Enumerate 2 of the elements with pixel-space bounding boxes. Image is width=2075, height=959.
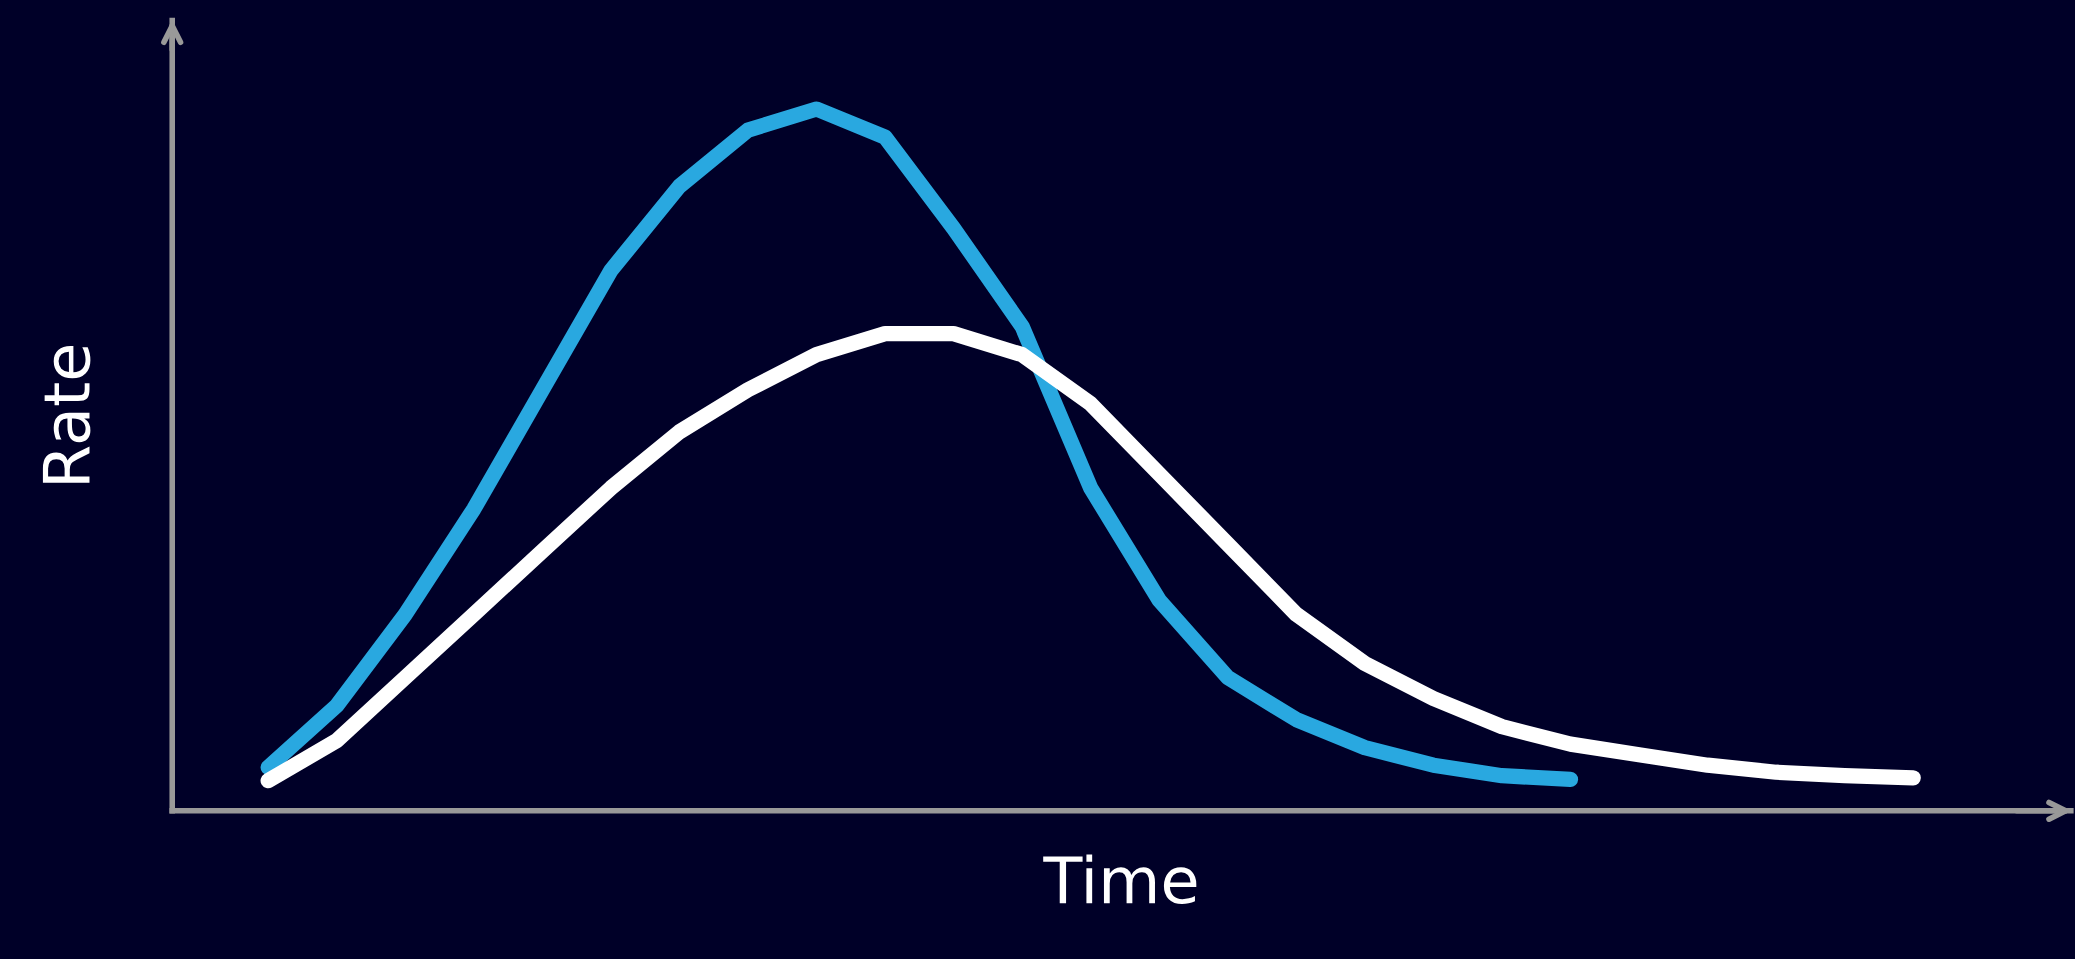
y-axis-title: Rate [42, 345, 91, 483]
x-axis-title: Time [1043, 854, 1197, 905]
